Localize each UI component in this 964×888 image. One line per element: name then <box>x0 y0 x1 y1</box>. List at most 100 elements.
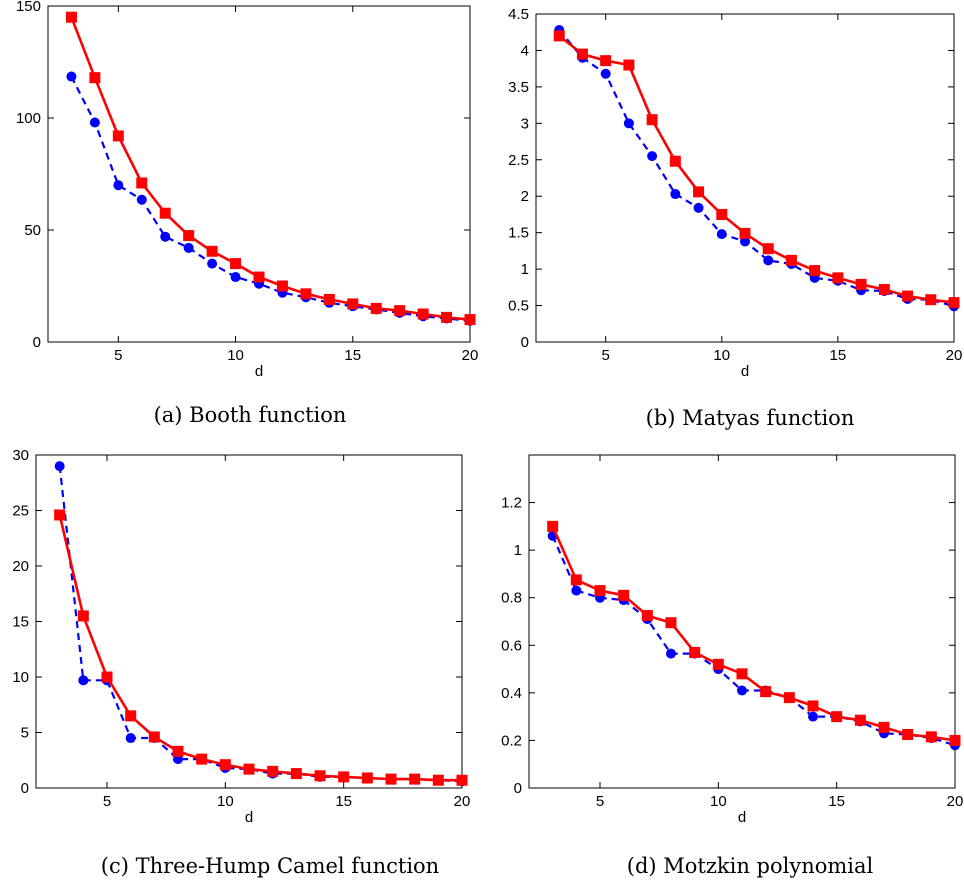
booth-blue-point <box>183 242 194 253</box>
three-hump-camel-red-point <box>101 671 113 683</box>
matyas-red-point <box>948 297 960 309</box>
matyas-red-point <box>739 227 751 239</box>
three-hump-camel-red-point <box>54 509 66 521</box>
booth-blue-point <box>160 231 171 242</box>
matyas-ytick-label: 0 <box>521 334 529 351</box>
motzkin-ytick-label: 1.2 <box>501 495 522 512</box>
motzkin-red-point <box>641 610 653 622</box>
three-hump-camel-axes-box <box>35 454 463 789</box>
three-hump-camel-xtick-label: 5 <box>103 793 111 810</box>
booth-xlabel: d <box>255 363 263 380</box>
booth-red-point <box>323 293 335 305</box>
motzkin-red-point <box>831 711 843 723</box>
matyas-axes-box <box>535 13 955 343</box>
three-hump-camel-red-point <box>432 774 444 786</box>
three-hump-camel-ytick-label: 30 <box>12 447 29 464</box>
three-hump-camel-ytick-label: 15 <box>12 614 29 631</box>
matyas-blue-series-line <box>558 29 955 308</box>
booth-blue-point <box>113 180 124 191</box>
motzkin-ytick-label: 0.6 <box>501 637 522 654</box>
booth-red-point <box>112 130 124 142</box>
three-hump-camel-ytick-label: 5 <box>21 725 29 742</box>
matyas-red-point <box>553 30 565 42</box>
matyas-blue-point <box>763 255 774 266</box>
three-hump-camel-red-point <box>456 774 468 786</box>
three-hump-camel-red-point <box>125 710 137 722</box>
matyas-blue-point <box>623 118 634 129</box>
matyas-red-point <box>902 290 914 302</box>
booth-ytick-label: 50 <box>24 222 41 239</box>
three-hump-camel-ytick-label: 0 <box>21 780 29 797</box>
booth-red-point <box>370 302 382 314</box>
caption-matyas: (b) Matyas function <box>645 406 855 430</box>
matyas-ytick-label: 4.5 <box>508 6 529 23</box>
matyas-red-point <box>576 48 588 60</box>
matyas-red-point <box>785 254 797 266</box>
booth-red-point <box>276 280 288 292</box>
matyas-ytick-label: 2.5 <box>508 152 529 169</box>
motzkin-blue-point <box>571 585 582 596</box>
matyas-blue-point <box>716 229 727 240</box>
matyas-red-point <box>925 294 937 306</box>
three-hump-camel-red-point <box>148 731 160 743</box>
three-hump-camel-ytick-label: 10 <box>12 669 29 686</box>
three-hump-camel-ytick-label: 20 <box>12 558 29 575</box>
matyas-red-point <box>809 265 821 277</box>
three-hump-camel-xlabel: d <box>245 809 253 826</box>
motzkin-blue-point <box>666 648 676 659</box>
matyas-red-point <box>693 186 705 198</box>
booth-xtick-label: 10 <box>227 347 244 364</box>
booth-red-point <box>347 298 359 310</box>
booth-red-point <box>417 308 429 320</box>
booth-red-point <box>253 271 265 283</box>
booth-blue-point <box>207 258 218 269</box>
motzkin-red-point <box>618 589 630 601</box>
matyas-red-point <box>646 114 658 126</box>
matyas-ytick-label: 3.5 <box>508 79 529 96</box>
three-hump-camel-red-point <box>385 773 397 785</box>
booth-blue-point <box>230 272 241 283</box>
caption-motzkin: (d) Motzkin polynomial <box>626 854 874 878</box>
matyas-ytick-label: 4 <box>521 42 529 59</box>
caption-booth: (a) Booth function <box>153 403 347 427</box>
matyas-red-point <box>855 278 867 290</box>
booth-ytick-label: 0 <box>33 334 41 351</box>
motzkin-red-point <box>949 734 961 746</box>
motzkin-ytick-label: 0.2 <box>501 732 522 749</box>
booth-blue-series-line <box>70 76 471 322</box>
booth-red-point <box>89 72 101 84</box>
matyas-red-point <box>878 284 890 296</box>
three-hump-camel-blue-point <box>125 733 136 744</box>
matyas-red-point <box>832 272 844 284</box>
three-hump-camel-blue-point <box>54 461 65 472</box>
matyas-ytick-label: 1.5 <box>508 225 529 242</box>
booth-red-point <box>183 230 195 242</box>
three-hump-camel-blue-series-line <box>58 465 463 783</box>
motzkin-red-point <box>902 728 914 740</box>
motzkin-red-point <box>547 520 559 532</box>
booth-red-point <box>136 177 148 189</box>
motzkin-axes-box <box>528 454 956 789</box>
booth-blue-point <box>66 71 77 82</box>
motzkin-red-point <box>783 692 795 704</box>
booth-axes-box <box>47 5 471 343</box>
matyas-red-point <box>623 59 635 71</box>
three-hump-camel-red-point <box>77 610 89 622</box>
motzkin-blue-point <box>808 711 818 722</box>
matyas-ytick-label: 2 <box>521 188 529 205</box>
motzkin-red-point <box>736 668 748 680</box>
matyas-xtick-label: 15 <box>830 347 847 364</box>
matyas-blue-point <box>600 68 611 79</box>
matyas-blue-point <box>740 236 750 247</box>
booth-red-point <box>464 314 476 326</box>
booth-blue-point <box>136 194 147 205</box>
three-hump-camel-xtick-label: 10 <box>217 793 234 810</box>
three-hump-camel-red-point <box>196 753 208 765</box>
three-hump-camel-ytick-label: 25 <box>12 503 29 520</box>
motzkin-red-point <box>878 721 890 733</box>
motzkin-red-point <box>665 617 677 629</box>
matyas-blue-point <box>670 189 681 200</box>
three-hump-camel-red-point <box>314 770 326 782</box>
